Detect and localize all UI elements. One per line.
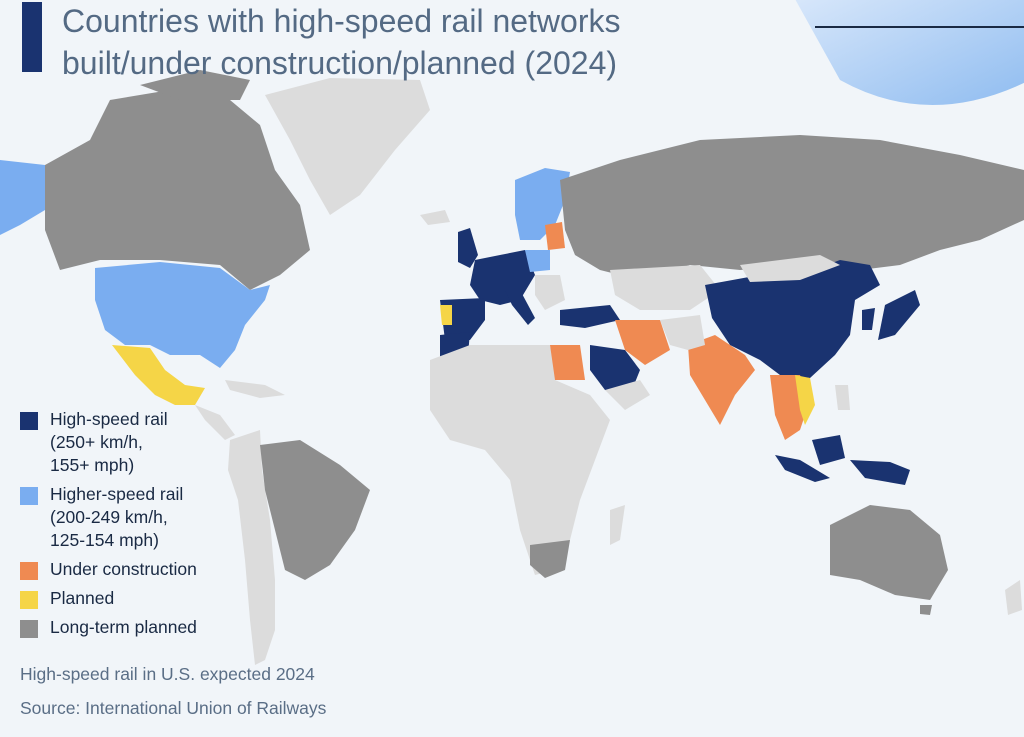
region-balkans: [535, 275, 565, 310]
region-caribbean: [225, 380, 285, 398]
region-turkey: [560, 305, 620, 328]
region-uk: [458, 228, 478, 268]
region-africa: [430, 345, 610, 575]
legend-swatch-higher-speed: [20, 487, 38, 505]
legend-label-under-construction: Under construction: [50, 559, 197, 579]
region-tasmania: [920, 605, 932, 615]
region-egypt: [550, 345, 585, 380]
source-text: Source: International Union of Railways: [20, 698, 327, 718]
region-south-america-west: [228, 430, 275, 665]
legend-swatch-planned: [20, 591, 38, 609]
region-vietnam: [795, 375, 815, 425]
footnote: High-speed rail in U.S. expected 2024: [20, 664, 315, 684]
legend-label-long-term: Long-term planned: [50, 617, 197, 637]
region-new-zealand: [1005, 580, 1022, 615]
region-brazil: [260, 440, 370, 580]
legend-label-higher-speed: Higher-speed rail (200-249 km/h, 125-154…: [50, 484, 184, 550]
region-south-africa: [530, 540, 570, 578]
region-mongolia: [740, 255, 840, 282]
title-line-1: Countries with high-speed rail networks: [62, 3, 621, 39]
region-usa: [95, 262, 270, 368]
decorative-corner-shape: [795, 0, 1024, 105]
legend-item-higher-speed: Higher-speed rail (200-249 km/h, 125-154…: [20, 483, 197, 552]
legend-swatch-under-construction: [20, 562, 38, 580]
region-central-america: [195, 405, 235, 440]
region-indonesia-east: [850, 460, 910, 485]
region-korea: [862, 308, 875, 330]
region-central-asia: [610, 265, 720, 310]
region-borneo: [812, 435, 845, 465]
legend-swatch-long-term: [20, 620, 38, 638]
title-line-2: built/under construction/planned (2024): [62, 45, 618, 81]
title-accent-bar: [22, 2, 42, 72]
region-baltics: [545, 222, 565, 250]
region-canada: [45, 90, 310, 290]
region-india: [688, 335, 755, 425]
region-iran: [615, 320, 670, 365]
legend-item-planned: Planned: [20, 587, 197, 610]
legend-item-under-construction: Under construction: [20, 558, 197, 581]
region-australia: [830, 505, 948, 600]
region-saudi-arabia: [590, 345, 640, 395]
region-russia: [560, 135, 1024, 280]
region-china: [705, 260, 880, 378]
legend-label-high-speed: High-speed rail (250+ km/h, 155+ mph): [50, 409, 168, 475]
region-alaska: [0, 160, 45, 235]
region-pakistan: [660, 315, 705, 350]
region-poland: [525, 250, 550, 272]
region-scandinavia: [515, 168, 570, 240]
region-mexico: [112, 345, 205, 405]
region-greenland: [265, 78, 430, 215]
legend-swatch-high-speed: [20, 412, 38, 430]
region-arctic-islands: [140, 70, 250, 100]
region-indonesia-west: [775, 455, 830, 482]
region-arabia-rest: [605, 380, 650, 410]
region-madagascar: [610, 505, 625, 545]
region-italy: [505, 290, 535, 325]
region-portugal: [440, 305, 452, 325]
legend-item-long-term: Long-term planned: [20, 616, 197, 639]
region-japan: [878, 290, 920, 340]
legend-label-planned: Planned: [50, 588, 115, 608]
chart-title: Countries with high-speed rail networks …: [62, 0, 762, 84]
legend-item-high-speed: High-speed rail (250+ km/h, 155+ mph): [20, 408, 197, 477]
region-western-europe: [470, 250, 535, 305]
legend: High-speed rail (250+ km/h, 155+ mph) Hi…: [20, 408, 197, 645]
region-iceland: [420, 210, 450, 225]
region-philippines: [835, 385, 850, 410]
